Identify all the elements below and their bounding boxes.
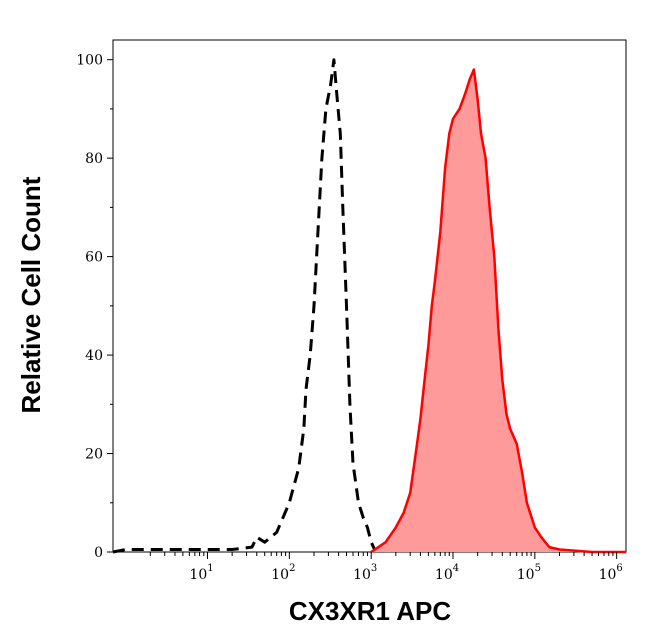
y-tick-label: 20 [85,447,103,463]
series-fill-1 [371,69,626,552]
x-tick-label: 101 [189,563,213,583]
x-tick-label: 106 [599,563,623,583]
y-tick-label: 0 [94,545,103,561]
y-axis-ticks: 0 20 40 60 80 100 [76,53,113,561]
x-axis-title: CX3XR1 APC [289,596,452,626]
y-tick-label: 40 [85,348,103,364]
y-tick-label: 80 [85,151,103,167]
x-axis-ticks: 101 102 103 104 105 106 [149,552,623,583]
x-tick-label: 104 [435,563,459,583]
series-line-1 [370,68,626,554]
plot-frame [112,39,627,553]
y-tick-label: 60 [85,250,103,266]
y-axis-title: Relative Cell Count [16,176,46,413]
y-tick-label: 100 [76,53,103,69]
series-layer [112,58,626,554]
x-tick-label: 103 [353,563,377,583]
x-tick-label: 102 [271,563,295,583]
series-line-0 [112,58,382,554]
x-tick-label: 105 [517,563,541,583]
